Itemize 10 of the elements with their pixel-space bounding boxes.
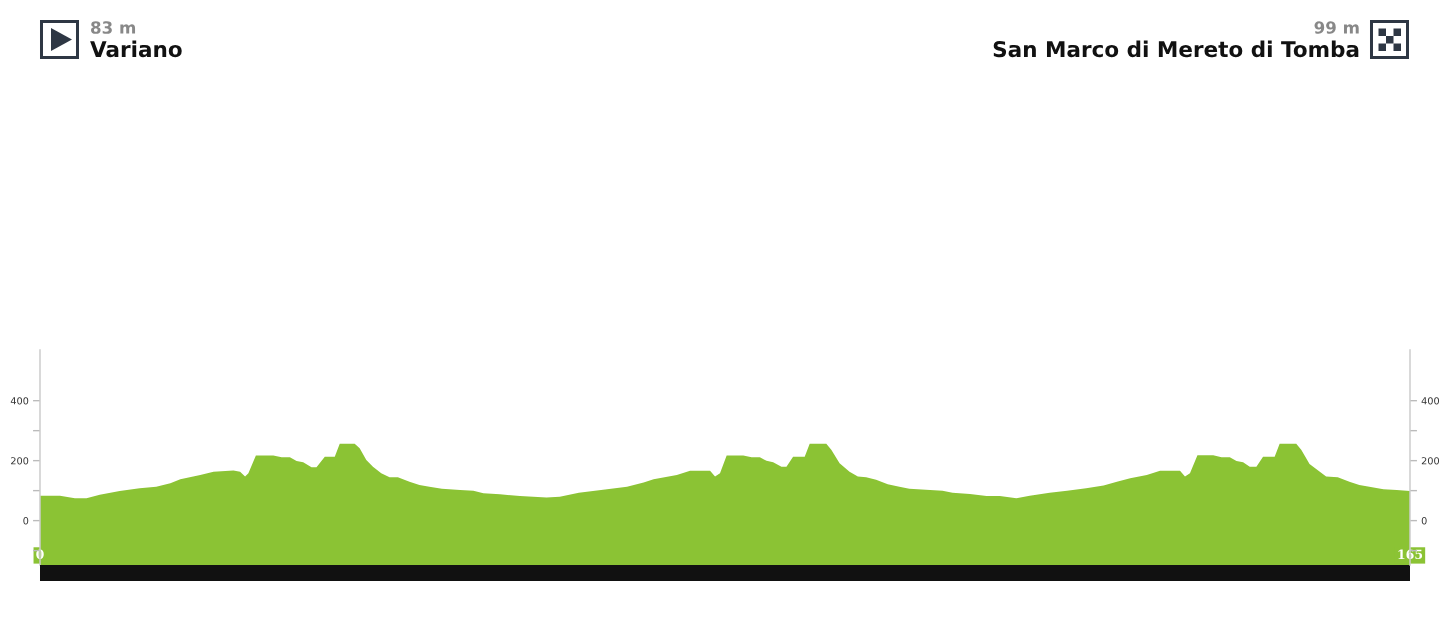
text: Variano (90, 40, 182, 58)
text: 83 m (91, 21, 136, 34)
y-tick-label: 400 (10, 397, 29, 405)
text: 99 m (1314, 21, 1359, 34)
y2-tick-label: 200 (1421, 457, 1440, 465)
y2-tick-label: 0 (1421, 517, 1427, 525)
y2-tick-label: 400 (1421, 397, 1440, 405)
text: San Marco di Mereto di Tomba (993, 40, 1359, 58)
y-tick-label: 0 (23, 517, 29, 525)
y-tick-label: 200 (11, 457, 29, 465)
